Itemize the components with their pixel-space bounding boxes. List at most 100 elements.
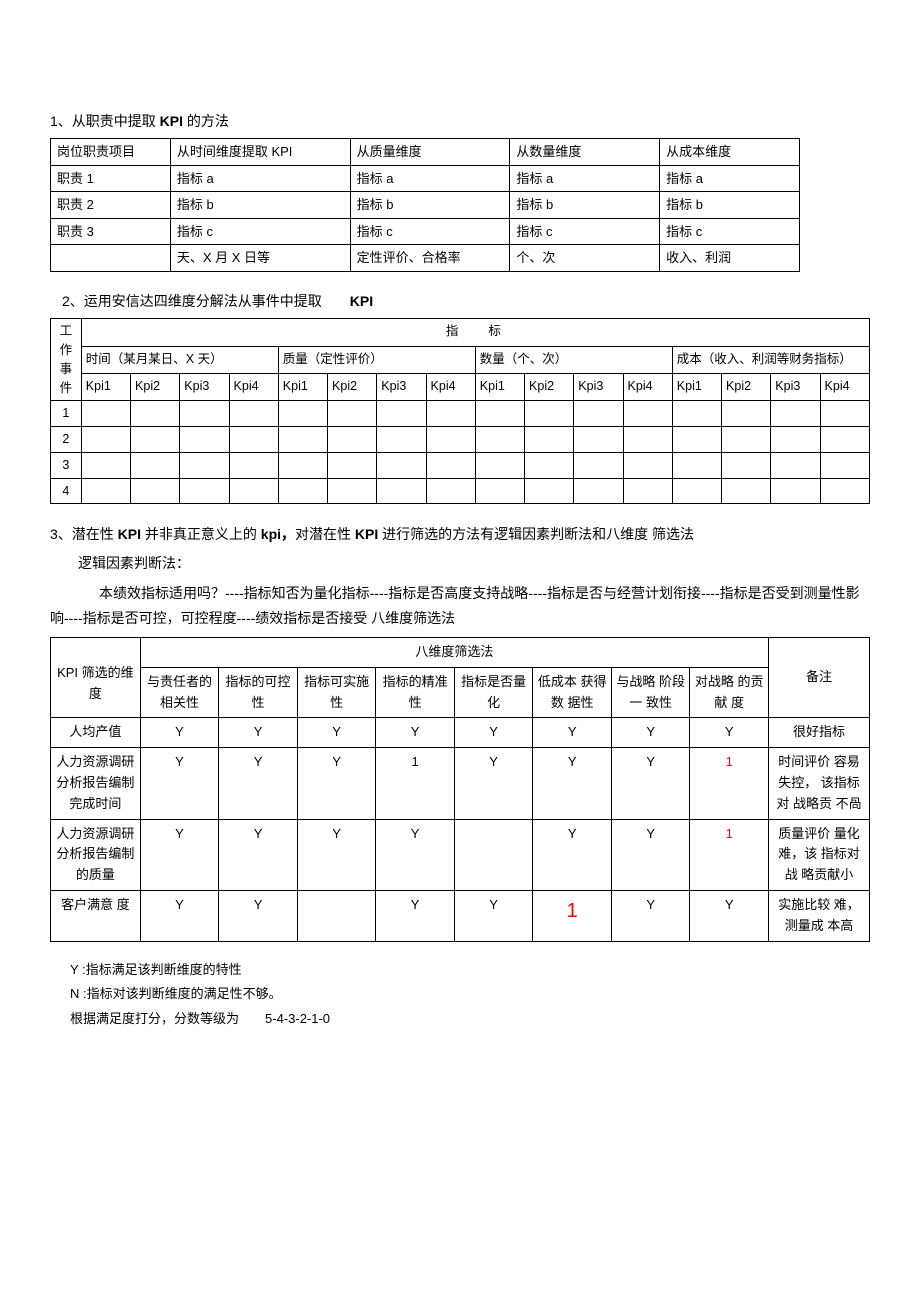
table2-empty-cell	[623, 478, 672, 504]
table3-remark-cell: 质量评价 量化难，该 指标对战 略贡献小	[769, 819, 870, 890]
s3l1e: 对潜在性	[295, 526, 351, 542]
section2-title: 2、运用安信达四维度分解法从事件中提取 KPI	[62, 290, 870, 312]
foot3a: 根据满足度打分，分数等级为	[70, 1011, 239, 1026]
table2-empty-cell	[771, 401, 820, 427]
s3l1g: 进行筛选的方法有逻辑因素判断法和八维度 筛选法	[382, 526, 694, 542]
table3-cell: Y	[454, 748, 533, 819]
table2-empty-cell	[180, 401, 229, 427]
table3-cell: Y	[454, 891, 533, 942]
table2-empty-cell	[475, 478, 524, 504]
table2-kpi-header: Kpi1	[278, 373, 327, 400]
table2-empty-cell	[377, 401, 426, 427]
table3-dim-head: 与责任者的相关性	[140, 667, 219, 718]
table3-row-label: 客户满意 度	[51, 891, 141, 942]
table2-empty-cell	[525, 478, 574, 504]
table2-empty-cell	[278, 478, 327, 504]
foot1b: :指标满足该判断维度的特性	[82, 962, 242, 977]
table2-empty-cell	[229, 427, 278, 453]
table2-empty-cell	[771, 478, 820, 504]
table2-kpi-header: Kpi4	[820, 373, 869, 400]
s3l1f: KPI	[351, 526, 382, 542]
table3-dim-head: 指标的可控性	[219, 667, 298, 718]
table2-empty-cell	[525, 401, 574, 427]
table2-empty-cell	[81, 401, 130, 427]
foot2a: N	[70, 986, 83, 1001]
table1-cell: 职责 3	[51, 218, 171, 245]
table1-cell: 指标 b	[660, 192, 800, 219]
table2-header-lvl1: 指标	[81, 319, 869, 346]
table2-empty-cell	[328, 427, 377, 453]
table3-cell: Y	[376, 819, 455, 890]
table2-header-lvl2: 质量（定性评价）	[278, 346, 475, 373]
table2-empty-cell	[180, 452, 229, 478]
table1-cell: 指标 c	[350, 218, 510, 245]
table2-empty-cell	[672, 427, 721, 453]
table3-dim-head: 指标是否量化	[454, 667, 533, 718]
table3-cell: Y	[690, 718, 769, 748]
table2-empty-cell	[722, 427, 771, 453]
table3-cell: Y	[140, 819, 219, 890]
table1-cell: 收入、利润	[660, 245, 800, 272]
table2-header-lvl2: 数量（个、次）	[475, 346, 672, 373]
table1-header-cell: 岗位职责项目	[51, 139, 171, 166]
table2-kpi-header: Kpi2	[525, 373, 574, 400]
table2-empty-cell	[81, 478, 130, 504]
table2-empty-cell	[574, 427, 623, 453]
table3-remark-cell: 时间评价 容易失控， 该指标对 战略贡 不咼	[769, 748, 870, 819]
s3l1d: kpi，	[257, 526, 295, 542]
table3-8dim-filter: KPI 筛选的维度八维度筛选法备注与责任者的相关性指标的可控性指标可实施性指标的…	[50, 637, 870, 942]
table2-empty-cell	[820, 452, 869, 478]
table2-empty-cell	[672, 452, 721, 478]
table2-empty-cell	[328, 401, 377, 427]
table2-rowhead: 工作事件	[51, 319, 82, 401]
table2-kpi-header: Kpi3	[574, 373, 623, 400]
s3l1c: 并非真正意义上的	[145, 526, 257, 542]
section1-title-bold: KPI	[156, 113, 187, 129]
table3-remark-cell: 很好指标	[769, 718, 870, 748]
table2-empty-cell	[672, 478, 721, 504]
table3-cell: Y	[140, 891, 219, 942]
s3l1b: KPI	[114, 526, 145, 542]
table1-kpi-from-duty: 岗位职责项目从时间维度提取 KPI从质量维度从数量维度从成本维度职责 1指标 a…	[50, 138, 800, 272]
table3-cell: Y	[376, 891, 455, 942]
table2-kpi-header: Kpi1	[475, 373, 524, 400]
table3-cell: Y	[533, 718, 612, 748]
table3-cell: Y	[219, 718, 298, 748]
table1-cell: 职责 1	[51, 165, 171, 192]
table2-kpi-header: Kpi3	[771, 373, 820, 400]
section2-title-bold: KPI	[322, 293, 373, 309]
table2-empty-cell	[278, 401, 327, 427]
table3-cell: Y	[533, 748, 612, 819]
table3-dim-head: 对战略 的贡献 度	[690, 667, 769, 718]
footnote-score: 根据满足度打分，分数等级为 5-4-3-2-1-0	[70, 1009, 870, 1030]
table2-empty-cell	[820, 478, 869, 504]
section3-line1: 3、潜在性 KPI 并非真正意义上的 kpi，对潜在性 KPI 进行筛选的方法有…	[50, 522, 870, 547]
table3-cell	[297, 891, 376, 942]
table3-header-lvl1: 八维度筛选法	[140, 638, 768, 668]
table2-kpi-header: Kpi4	[426, 373, 475, 400]
table3-row-label: 人力资源调研分析报告编制的质量	[51, 819, 141, 890]
table3-cell: Y	[533, 819, 612, 890]
table3-cell: Y	[297, 819, 376, 890]
table3-cell: Y	[611, 819, 690, 890]
section3-intro: 3、潜在性 KPI 并非真正意义上的 kpi，对潜在性 KPI 进行筛选的方法有…	[50, 522, 870, 631]
table3-cell: 1	[690, 819, 769, 890]
table3-dim-head: 指标可实施性	[297, 667, 376, 718]
table2-header-lvl2: 时间（某月某日、X 天）	[81, 346, 278, 373]
table2-kpi-header: Kpi2	[722, 373, 771, 400]
table3-cell: Y	[219, 819, 298, 890]
table1-cell	[51, 245, 171, 272]
table1-header-cell: 从数量维度	[510, 139, 660, 166]
table3-cell: Y	[454, 718, 533, 748]
table2-empty-cell	[672, 401, 721, 427]
table1-header-cell: 从时间维度提取 KPI	[170, 139, 350, 166]
table1-cell: 指标 a	[660, 165, 800, 192]
table2-empty-cell	[574, 452, 623, 478]
section1-title: 1、从职责中提取 KPI 的方法	[50, 110, 870, 132]
table2-event-num: 3	[51, 452, 82, 478]
table2-empty-cell	[278, 427, 327, 453]
table2-empty-cell	[475, 427, 524, 453]
table1-cell: 职责 2	[51, 192, 171, 219]
section3-line3: 本绩效指标适用吗？----指标知否为量化指标----指标是否高度支持战略----…	[50, 581, 870, 631]
table1-cell: 指标 a	[350, 165, 510, 192]
